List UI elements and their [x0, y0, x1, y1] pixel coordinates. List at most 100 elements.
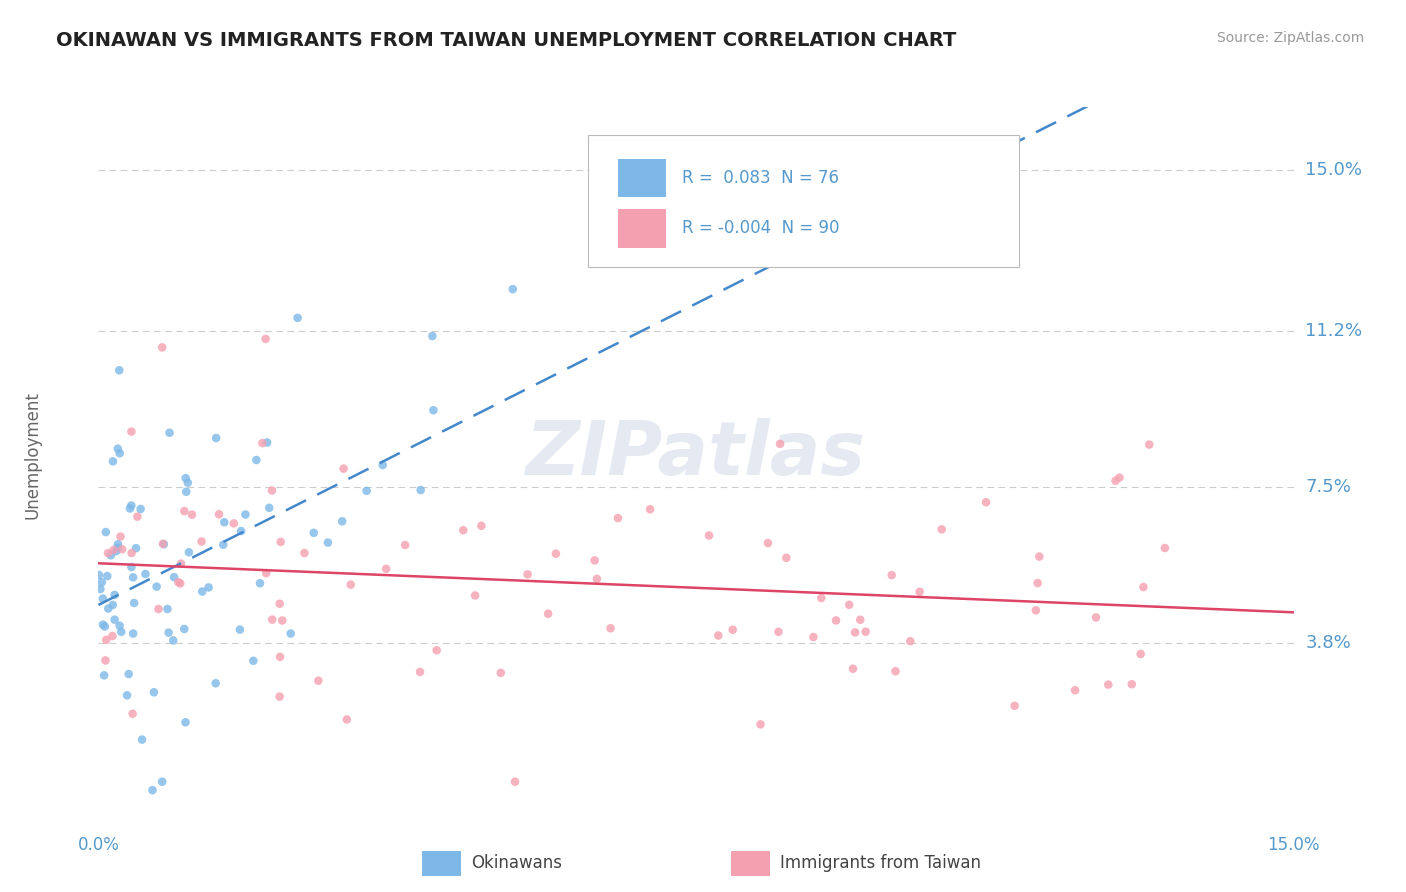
Point: [122, 626, 145, 640]
Point: [115, 689, 138, 703]
Point: [749, 717, 772, 731]
Point: [173, 622, 195, 636]
Point: [120, 499, 142, 513]
Point: [537, 607, 560, 621]
Point: [336, 713, 359, 727]
Point: [1004, 698, 1026, 713]
Point: [842, 662, 865, 676]
Point: [844, 625, 866, 640]
Point: [707, 628, 730, 642]
Text: 15.0%: 15.0%: [1305, 161, 1362, 179]
Point: [583, 553, 606, 567]
Point: [931, 522, 953, 536]
Point: [174, 484, 197, 499]
Point: [356, 483, 378, 498]
Point: [249, 576, 271, 591]
Text: 0.0%: 0.0%: [77, 836, 120, 855]
Point: [169, 576, 191, 591]
Point: [118, 501, 141, 516]
Point: [173, 504, 195, 518]
Point: [330, 514, 353, 528]
Point: [1129, 647, 1152, 661]
Point: [825, 614, 848, 628]
Point: [599, 621, 621, 635]
Point: [129, 502, 152, 516]
Point: [803, 630, 825, 644]
Point: [316, 535, 339, 549]
Point: [464, 589, 486, 603]
Point: [111, 542, 134, 557]
Point: [163, 570, 186, 584]
Point: [1108, 470, 1130, 484]
Point: [502, 282, 524, 296]
Point: [181, 508, 204, 522]
Text: R = -0.004  N = 90: R = -0.004 N = 90: [682, 219, 839, 237]
Point: [775, 550, 797, 565]
Point: [91, 617, 114, 632]
Point: [94, 653, 117, 667]
Point: [91, 591, 114, 606]
Point: [121, 546, 143, 560]
Point: [108, 446, 131, 460]
FancyBboxPatch shape: [619, 210, 666, 248]
Point: [638, 502, 661, 516]
Point: [260, 483, 283, 498]
Point: [516, 567, 538, 582]
Point: [150, 774, 173, 789]
Point: [898, 634, 921, 648]
Point: [131, 732, 153, 747]
Point: [409, 665, 432, 679]
Text: Source: ZipAtlas.com: Source: ZipAtlas.com: [1216, 31, 1364, 45]
Point: [229, 524, 252, 538]
Point: [470, 518, 492, 533]
Point: [371, 458, 394, 472]
Point: [544, 547, 567, 561]
Point: [159, 425, 181, 440]
Point: [269, 690, 291, 704]
Point: [93, 668, 115, 682]
Point: [122, 596, 145, 610]
Text: OKINAWAN VS IMMIGRANTS FROM TAIWAN UNEMPLOYMENT CORRELATION CHART: OKINAWAN VS IMMIGRANTS FROM TAIWAN UNEMP…: [56, 31, 956, 50]
Point: [105, 544, 128, 558]
Point: [1026, 576, 1049, 591]
Point: [1132, 580, 1154, 594]
Point: [607, 511, 630, 525]
Point: [94, 524, 117, 539]
Text: 3.8%: 3.8%: [1305, 633, 1351, 651]
Point: [252, 436, 274, 450]
Point: [120, 560, 142, 574]
Point: [174, 715, 197, 730]
Point: [257, 500, 280, 515]
Point: [855, 624, 877, 639]
Point: [157, 625, 180, 640]
Point: [118, 667, 141, 681]
Point: [212, 538, 235, 552]
Point: [197, 581, 219, 595]
Point: [262, 613, 284, 627]
Point: [107, 442, 129, 456]
Point: [104, 588, 127, 602]
Point: [1085, 610, 1108, 624]
Point: [849, 613, 872, 627]
Point: [254, 566, 277, 581]
Point: [1121, 677, 1143, 691]
Text: 11.2%: 11.2%: [1305, 321, 1362, 340]
Point: [269, 597, 291, 611]
Point: [100, 548, 122, 562]
Point: [756, 536, 779, 550]
Text: Okinawans: Okinawans: [471, 855, 562, 872]
Point: [208, 508, 231, 522]
Point: [191, 584, 214, 599]
Point: [394, 538, 416, 552]
Point: [162, 633, 184, 648]
Point: [1104, 474, 1126, 488]
Point: [156, 602, 179, 616]
Point: [148, 602, 170, 616]
Point: [307, 673, 329, 688]
Point: [174, 471, 197, 485]
Point: [409, 483, 432, 497]
FancyBboxPatch shape: [619, 159, 666, 197]
Point: [97, 546, 120, 560]
Point: [101, 598, 124, 612]
Point: [768, 624, 790, 639]
